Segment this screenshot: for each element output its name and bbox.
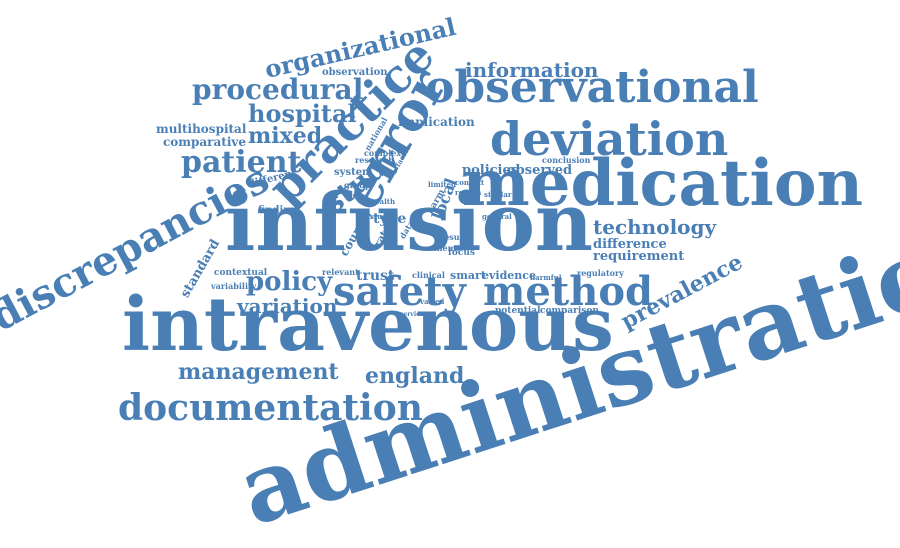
word-medication: medication	[462, 146, 864, 221]
word-documentation: documentation	[118, 387, 423, 429]
word-group: group	[344, 180, 371, 190]
word-intravenous: intravenous	[122, 282, 614, 368]
word-result: result	[440, 232, 467, 242]
word-reason: reason	[455, 188, 482, 197]
word-difference: difference	[593, 237, 667, 252]
word-similar: similar	[484, 190, 512, 199]
word-infusion: infusion	[225, 175, 594, 269]
word-limited: limited	[428, 180, 456, 189]
word-smart: smart	[450, 269, 486, 282]
word-comparison: comparison	[540, 306, 599, 316]
word-context: context	[455, 178, 485, 187]
word-service: service	[400, 311, 424, 318]
word-relevant: relevant	[322, 267, 359, 277]
word-procedural: procedural	[192, 73, 364, 106]
word-regulatory: regulatory	[577, 268, 624, 278]
word-policies: policies	[462, 163, 519, 178]
word-hospital: hospital	[248, 99, 357, 128]
word-varied: varied	[420, 297, 445, 306]
word-potential: potential	[495, 306, 541, 316]
word-comparative: comparative	[163, 135, 246, 149]
word-theme: theme	[433, 243, 462, 253]
word-mixed: mixed	[248, 123, 323, 149]
word-clinical: clinical	[412, 270, 445, 280]
word-trust: trust	[356, 268, 395, 284]
word-type: type	[373, 211, 407, 227]
word-observed: observed	[507, 163, 573, 178]
word-conclusion: conclusion	[542, 155, 591, 165]
word-deviation: deviation	[490, 112, 729, 166]
word-focus: focus	[448, 248, 475, 258]
word-health: health	[370, 197, 396, 206]
word-multihospital: multihospital	[156, 122, 247, 136]
word-requirement: requirement	[593, 249, 685, 264]
word-finding: finding	[258, 205, 298, 216]
word-england: england	[365, 363, 465, 389]
word-contextual: contextual	[214, 268, 268, 278]
word-complex: complex	[364, 148, 402, 158]
word-evidence: evidence	[482, 269, 536, 282]
word-patient: patient	[181, 145, 302, 180]
word-observation: observation	[322, 67, 388, 78]
word-technology: technology	[593, 215, 717, 239]
word-variability: variability	[211, 281, 257, 291]
word-implication: implication	[398, 115, 475, 129]
word-research: research	[355, 155, 394, 165]
word-information: information	[465, 58, 599, 82]
word-harmful: harmful	[530, 273, 562, 282]
word-safety: safety	[333, 268, 466, 315]
word-variation: variation	[237, 294, 338, 318]
word-policy: policy	[246, 267, 333, 297]
word-management: management	[178, 359, 339, 385]
word-system: system	[334, 167, 373, 178]
word-studies: studies	[370, 212, 399, 221]
word-observational: observational	[425, 62, 759, 113]
word-general: general	[482, 212, 512, 221]
word-method: method	[483, 268, 653, 315]
